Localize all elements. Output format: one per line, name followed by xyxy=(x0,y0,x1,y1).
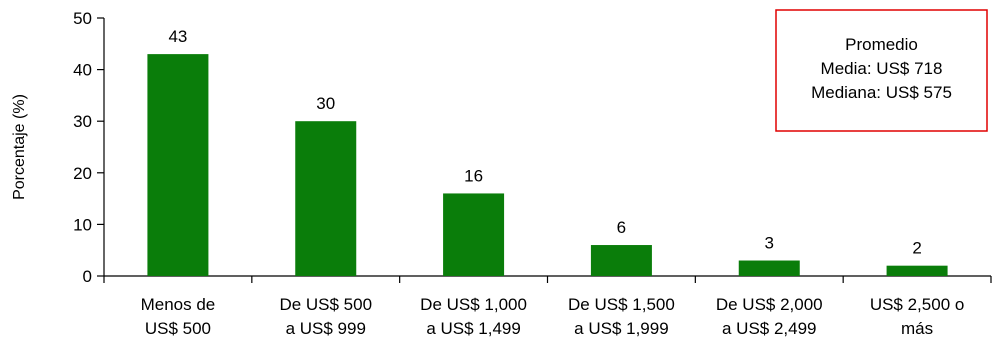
bar-value-label: 43 xyxy=(168,27,187,46)
y-tick-label: 0 xyxy=(83,267,92,286)
y-tick-label: 30 xyxy=(73,112,92,131)
average-annotation-box: Promedio Media: US$ 718 Mediana: US$ 575 xyxy=(776,10,987,131)
bar xyxy=(295,121,356,276)
y-tick-label: 50 xyxy=(73,9,92,28)
bar-value-label: 2 xyxy=(912,239,921,258)
x-category-label: a US$ 1,499 xyxy=(426,319,521,338)
x-axis: Menos de US$ 500 De US$ 500 a US$ 999 De US$… xyxy=(104,276,991,338)
bar-value-label: 3 xyxy=(765,234,774,253)
annotation-mean: Media: US$ 718 xyxy=(821,59,943,78)
x-category-label: a US$ 1,999 xyxy=(574,319,669,338)
bar xyxy=(591,245,652,276)
y-axis-title: Porcentaje (%) xyxy=(11,94,28,200)
x-category-label: a US$ 999 xyxy=(286,319,366,338)
bar-value-label: 16 xyxy=(464,166,483,185)
annotation-title: Promedio xyxy=(845,35,918,54)
y-tick-label: 40 xyxy=(73,61,92,80)
x-category-label: De US$ 2,000 xyxy=(716,295,823,314)
x-category-label: Menos de xyxy=(141,295,216,314)
bar-value-label: 30 xyxy=(316,94,335,113)
bar xyxy=(147,54,208,276)
x-category-label: más xyxy=(901,319,933,338)
y-axis: 0 10 20 30 40 50 xyxy=(73,9,104,286)
bar xyxy=(739,261,800,276)
x-category-label: US$ 2,500 o xyxy=(870,295,965,314)
x-category-label: US$ 500 xyxy=(145,319,211,338)
x-category-label: De US$ 1,000 xyxy=(420,295,527,314)
x-category-label: a US$ 2,499 xyxy=(722,319,817,338)
y-tick-label: 10 xyxy=(73,215,92,234)
x-category-label: De US$ 1,500 xyxy=(568,295,675,314)
bar-value-label: 6 xyxy=(617,218,626,237)
x-category-label: De US$ 500 xyxy=(279,295,372,314)
bar xyxy=(887,266,948,276)
bar xyxy=(443,193,504,276)
y-tick-label: 20 xyxy=(73,164,92,183)
annotation-median: Mediana: US$ 575 xyxy=(811,83,952,102)
